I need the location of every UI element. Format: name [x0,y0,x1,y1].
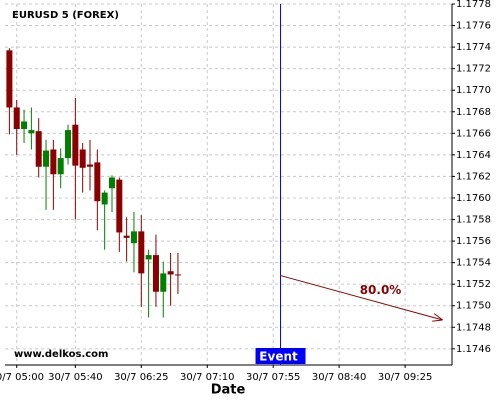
candle-body [152,255,159,292]
candle-body [174,274,181,276]
chart-title: EURUSD 5 (FOREX) [12,10,119,21]
candle-body [160,273,167,292]
candle-body [21,121,28,130]
candle-body [13,107,20,130]
event-label: Event [259,350,298,364]
candle-body [6,50,13,108]
y-tick-label: 1.1748 [456,322,491,333]
candle-body [108,177,115,189]
y-tick-label: 1.1760 [456,193,491,204]
x-tick-label: 30/7 05:00 [0,372,44,383]
x-tick-label: 30/7 06:25 [114,372,168,383]
y-tick-label: 1.1772 [456,64,491,75]
y-tick-label: 1.1758 [456,215,491,226]
candle-body [94,162,101,202]
candle-body [138,231,145,274]
candle-body [72,124,79,166]
candle-body [50,149,57,175]
candle-body [145,255,152,260]
plot-area [5,4,452,365]
y-tick-label: 1.1754 [456,258,491,269]
x-tick-label: 30/7 08:40 [312,372,366,383]
y-tick-label: 1.1752 [456,279,491,290]
y-tick-label: 1.1778 [456,0,491,10]
x-tick-label: 30/7 05:40 [48,372,102,383]
y-tick-label: 1.1768 [456,107,491,118]
y-tick-label: 1.1762 [456,171,491,182]
candle-body [101,192,108,205]
forecast-label: 80.0% [360,283,402,297]
forecast-arrow [280,275,442,320]
y-tick-label: 1.1764 [456,150,491,161]
x-tick-label: 30/7 09:25 [378,372,432,383]
y-tick-label: 1.1766 [456,128,491,139]
x-axis-title: Date [211,383,246,398]
watermark: www.delkos.com [14,349,108,360]
candle-body [35,131,42,167]
event-label-box [255,348,306,364]
y-tick-label: 1.1750 [456,301,491,312]
candle-body [116,179,123,233]
y-tick-label: 1.1756 [456,236,491,247]
candle-body [65,130,72,159]
candle-body [130,231,137,244]
candle-body [28,130,35,134]
y-tick-label: 1.1746 [456,344,491,355]
candle-body [123,235,130,238]
marks [6,4,441,365]
candle-body [57,158,64,175]
y-tick-label: 1.1774 [456,42,491,53]
y-tick-label: 1.1770 [456,85,491,96]
candle-body [79,149,86,168]
candle-body [167,271,174,275]
x-tick-label: 30/7 07:55 [246,372,300,383]
x-tick-label: 30/7 07:10 [180,372,234,383]
candle-body [87,164,94,167]
grid [5,3,452,365]
candle-body [43,150,50,167]
y-tick-label: 1.1776 [456,21,491,32]
